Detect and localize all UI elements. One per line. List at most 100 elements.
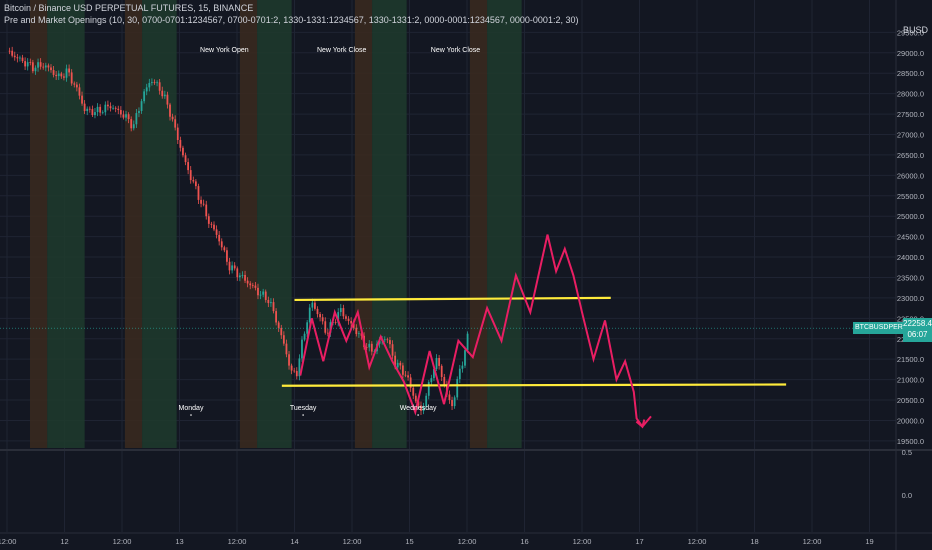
time-tick-label: 16: [520, 537, 528, 546]
candle-body: [174, 119, 177, 128]
candle-body: [316, 308, 319, 315]
candle-body: [70, 72, 73, 84]
candles: [8, 46, 469, 415]
session-band-premarket: [469, 0, 488, 448]
time-tick-label: 18: [750, 537, 758, 546]
candle-body: [11, 50, 14, 56]
candle-body: [119, 110, 122, 115]
candle-body: [215, 229, 218, 235]
last-price-tag: 22258.4 06:07: [903, 318, 932, 342]
candle-body: [435, 358, 438, 369]
candle-body: [91, 109, 94, 116]
candle-body: [156, 82, 158, 84]
candle-body: [409, 377, 412, 388]
candle-body: [275, 311, 277, 323]
time-tick-label: 12:00: [0, 537, 16, 546]
projection-path: [299, 234, 652, 429]
candle-body: [443, 377, 446, 385]
candle-body: [192, 180, 195, 182]
candle-body: [228, 261, 231, 271]
candle-body: [370, 343, 373, 352]
candle-body: [132, 124, 135, 129]
candle-body: [81, 95, 83, 104]
price-tick-label: 20500.0: [897, 396, 924, 405]
time-tick-label: 15: [405, 537, 413, 546]
candle-body: [73, 83, 76, 85]
candle-body: [438, 358, 441, 366]
candle-body: [138, 110, 140, 114]
candle-body: [112, 107, 114, 109]
candle-body: [122, 114, 125, 118]
candle-body: [171, 116, 174, 120]
candle-body: [301, 339, 303, 359]
time-tick-label: 12:00: [458, 537, 477, 546]
session-band-market: [372, 0, 407, 448]
candle-body: [151, 82, 153, 83]
price-tick-label: 24000.0: [897, 253, 924, 262]
candle-body: [52, 70, 55, 75]
indicator-legend[interactable]: Pre and Market Openings (10, 30, 0700-07…: [4, 15, 579, 25]
candle-body: [78, 87, 81, 96]
candle-body: [169, 104, 171, 117]
candle-body: [184, 155, 187, 163]
candle-body: [337, 312, 340, 323]
candle-body: [37, 62, 39, 68]
candle-body: [288, 354, 290, 366]
candle-body: [158, 82, 161, 91]
projection-arrowhead: [635, 419, 646, 429]
candle-body: [50, 67, 52, 71]
candle-body: [277, 322, 280, 328]
candle-body: [223, 247, 226, 251]
price-tick-label: 28500.0: [897, 69, 924, 78]
candle-body: [109, 106, 112, 109]
time-tick-label: 12:00: [113, 537, 132, 546]
candle-body: [8, 50, 11, 52]
candle-body: [101, 112, 104, 114]
day-label: Wednesday: [400, 405, 437, 412]
chart-title: Bitcoin / Binance USD PERPETUAL FUTURES,…: [4, 3, 254, 13]
session-band-market: [142, 0, 177, 448]
last-price-value: 22258.4: [903, 319, 932, 328]
price-tick-label: 23500.0: [897, 273, 924, 282]
time-tick-label: 12:00: [573, 537, 592, 546]
candle-body: [88, 108, 91, 110]
candle-body: [290, 365, 293, 371]
candle-body: [259, 294, 262, 296]
candle-body: [314, 302, 316, 309]
price-tick-label: 25000.0: [897, 212, 924, 221]
candle-body: [179, 140, 182, 148]
candle-body: [163, 94, 166, 97]
candle-body: [153, 82, 156, 83]
candle-body: [456, 379, 459, 398]
candle-body: [65, 68, 68, 78]
candle-body: [321, 317, 324, 322]
candle-body: [345, 316, 347, 319]
candle-body: [464, 350, 466, 366]
price-tick-label: 19500.0: [897, 437, 924, 446]
candle-body: [13, 55, 16, 58]
candle-body: [391, 344, 394, 356]
candle-body: [26, 62, 29, 67]
session-label-open: New York Open: [200, 47, 249, 54]
candle-body: [339, 308, 342, 313]
day-label: Tuesday: [290, 405, 317, 412]
candle-body: [280, 327, 283, 336]
candle-body: [189, 170, 192, 181]
session-band-market: [257, 0, 292, 448]
osc-tick-label: 0.5: [902, 448, 912, 457]
candle-body: [145, 87, 148, 92]
candle-body: [161, 90, 164, 97]
candle-body: [231, 265, 234, 271]
osc-tick-label: 0.0: [902, 491, 912, 500]
candle-body: [433, 368, 435, 379]
candle-body: [453, 397, 456, 407]
price-tick-label: 26500.0: [897, 151, 924, 160]
candle-body: [308, 307, 311, 323]
candle-body: [125, 114, 127, 118]
candle-body: [368, 343, 371, 348]
candle-body: [220, 241, 223, 248]
price-tick-label: 27000.0: [897, 131, 924, 140]
time-tick-label: 14: [290, 537, 298, 546]
candle-body: [347, 318, 350, 321]
